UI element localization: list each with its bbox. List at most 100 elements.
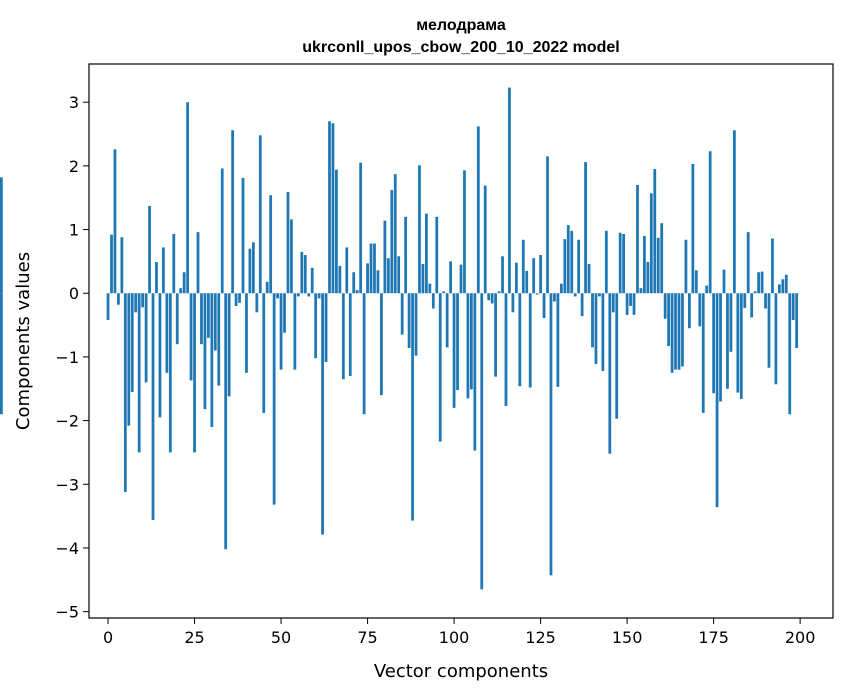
y-tick-label: 2: [69, 157, 79, 176]
bar: [328, 121, 331, 294]
x-tick-label: 50: [271, 628, 291, 647]
y-tick-label: −4: [55, 539, 79, 558]
plot-frame: [88, 63, 834, 619]
x-tick-label: 100: [439, 628, 470, 647]
bar: [601, 293, 605, 371]
bar: [269, 195, 273, 294]
bar: [193, 293, 196, 453]
bar: [566, 225, 570, 294]
bar: [234, 293, 238, 306]
bar: [670, 293, 674, 373]
bar: [511, 293, 515, 313]
bar: [788, 293, 792, 415]
bar: [494, 293, 497, 377]
bar: [701, 293, 705, 413]
bar: [473, 293, 477, 451]
bar: [563, 239, 567, 294]
x-axis-label: Vector components: [374, 661, 548, 682]
bar: [120, 237, 124, 294]
bar: [162, 247, 165, 294]
bar: [677, 293, 681, 370]
bar: [746, 232, 750, 294]
bar: [615, 293, 619, 419]
bar: [245, 293, 248, 373]
bar: [196, 232, 200, 294]
bar: [189, 293, 193, 381]
bar: [113, 149, 117, 294]
bar: [518, 293, 522, 387]
bar: [681, 293, 684, 367]
bar: [414, 293, 418, 356]
y-tick-label: −5: [55, 603, 79, 622]
bar: [456, 293, 459, 391]
bar: [203, 293, 207, 410]
bar: [442, 291, 446, 294]
bar: [715, 293, 719, 508]
bar: [660, 223, 664, 294]
bar: [117, 293, 120, 305]
x-axis-ticks: 0 25 50 75 100 125 150 175 200: [103, 618, 815, 647]
bar: [331, 123, 335, 294]
y-tick-label: 3: [69, 93, 79, 112]
bar: [390, 190, 394, 294]
bar: [421, 263, 425, 294]
bar: [691, 163, 695, 294]
bar: [359, 162, 363, 294]
bar: [404, 216, 408, 294]
bar: [425, 213, 428, 294]
bar: [310, 267, 314, 294]
bar: [134, 293, 138, 313]
bar: [279, 293, 283, 370]
bar: [559, 283, 563, 294]
bar: [407, 293, 411, 348]
bar: [791, 293, 795, 320]
bar: [400, 293, 404, 335]
bar: [148, 206, 151, 294]
bar: [127, 293, 131, 426]
bar: [514, 262, 518, 294]
bar: [598, 293, 601, 297]
y-axis-ticks: 3 2 1 0 −1 −2 −3 −4 −5: [55, 93, 89, 622]
bar: [625, 293, 629, 315]
bar: [110, 234, 113, 294]
bar: [168, 293, 172, 453]
bar: [646, 262, 650, 294]
bar: [594, 293, 598, 364]
bar: [653, 169, 657, 294]
bar: [200, 293, 203, 345]
bar: [508, 87, 511, 294]
bar: [535, 293, 539, 295]
bar: [771, 238, 774, 294]
bar: [549, 293, 553, 576]
bar: [466, 293, 470, 399]
bar: [158, 293, 162, 418]
bar: [130, 293, 134, 392]
bar: [380, 293, 383, 396]
bar: [258, 135, 262, 294]
bar: [307, 293, 311, 297]
bar: [393, 174, 397, 294]
bar: [760, 271, 764, 294]
bar: [438, 293, 442, 442]
chart-subtitle: ukrconll_upos_cbow_200_10_2022 model: [302, 39, 619, 56]
y-tick-label: −2: [55, 412, 79, 431]
bar: [172, 234, 176, 294]
chart-title: мелодрама: [416, 17, 506, 34]
x-tick-label: 125: [525, 628, 556, 647]
bar: [418, 165, 421, 294]
bar: [732, 130, 736, 294]
bar: [504, 293, 508, 406]
bar: [470, 293, 473, 390]
bar: [207, 293, 210, 338]
bar: [182, 272, 186, 294]
bar: [459, 264, 463, 294]
bar: [321, 293, 324, 535]
bar: [0, 177, 3, 294]
x-tick-label: 0: [103, 628, 113, 647]
bar: [497, 291, 501, 294]
bar: [774, 293, 778, 385]
bar: [764, 293, 767, 309]
bar: [428, 283, 432, 294]
bar: [577, 239, 581, 294]
bar: [317, 293, 321, 299]
